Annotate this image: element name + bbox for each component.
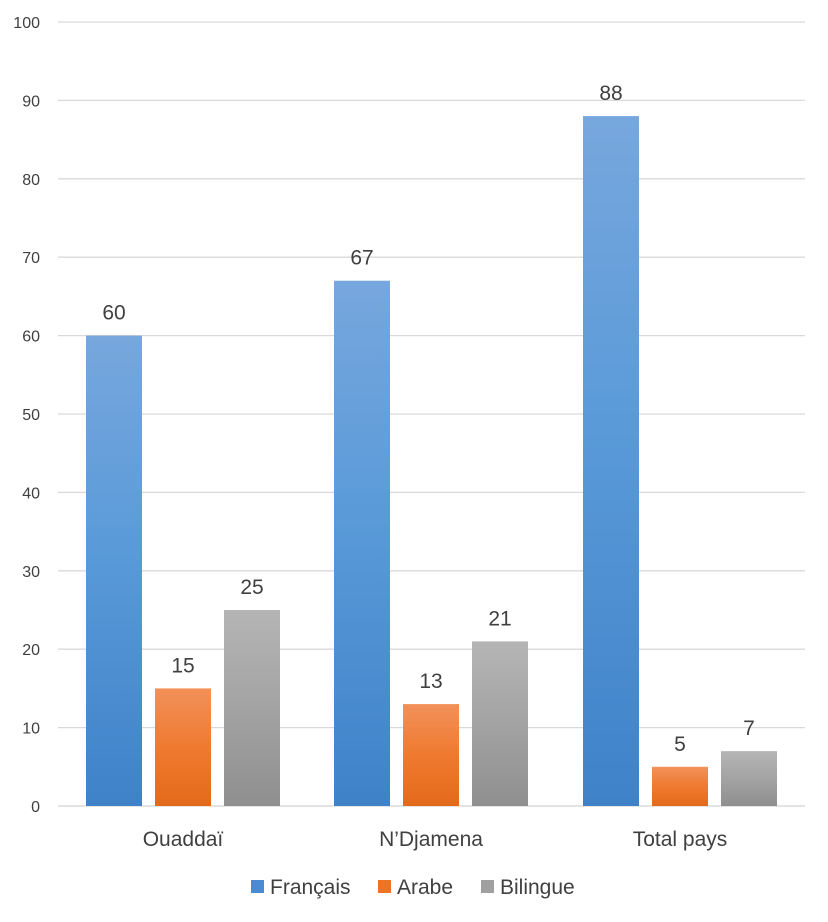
legend-item-1: Arabe [378, 876, 453, 899]
legend-swatch-1 [378, 880, 391, 893]
legend-item-2: Bilingue [481, 876, 575, 899]
y-tick-label: 60 [22, 329, 40, 346]
data-label-1-1: 13 [419, 670, 442, 693]
data-label-0-1: 67 [350, 247, 373, 270]
y-tick-label: 70 [22, 250, 40, 267]
data-label-2-2: 7 [743, 717, 755, 740]
y-tick-label: 50 [22, 407, 40, 424]
legend-label-2: Bilingue [500, 876, 575, 899]
data-labels: 60 67 88 15 13 5 25 21 7 [102, 82, 755, 756]
bar-0-0 [86, 335, 142, 806]
legend-label-1: Arabe [397, 876, 453, 899]
legend: Français Arabe Bilingue [251, 876, 575, 899]
bar-2-0 [224, 610, 280, 806]
data-label-0-0: 60 [102, 302, 125, 325]
y-tick-label: 40 [22, 485, 40, 502]
y-tick-label: 0 [31, 799, 40, 816]
x-category-label: Ouaddaï [143, 828, 224, 851]
y-tick-label: 100 [13, 15, 40, 32]
legend-swatch-0 [251, 880, 264, 893]
data-label-1-0: 15 [171, 654, 194, 677]
bar-1-2 [652, 766, 708, 806]
y-tick-label: 90 [22, 93, 40, 110]
bar-1-0 [155, 688, 211, 806]
data-label-0-2: 88 [599, 82, 622, 105]
x-category-label: Total pays [633, 828, 728, 851]
bar-2-2 [721, 751, 777, 806]
data-label-1-2: 5 [674, 733, 686, 756]
y-tick-label: 30 [22, 564, 40, 581]
x-axis-categories: Ouaddaï N’Djamena Total pays [143, 828, 728, 851]
y-tick-label: 80 [22, 172, 40, 189]
legend-swatch-2 [481, 880, 494, 893]
x-category-label: N’Djamena [379, 828, 483, 851]
bar-0-2 [583, 116, 639, 806]
bar-0-1 [334, 280, 390, 807]
bars [86, 116, 777, 807]
y-tick-label: 20 [22, 642, 40, 659]
data-label-2-0: 25 [240, 576, 263, 599]
bar-1-1 [403, 704, 459, 806]
y-tick-label: 10 [22, 721, 40, 738]
data-label-2-1: 21 [488, 607, 511, 630]
bar-2-1 [472, 641, 528, 806]
legend-label-0: Français [270, 876, 351, 899]
y-axis-ticks: 0 10 20 30 40 50 60 70 80 90 100 [13, 15, 40, 816]
legend-item-0: Français [251, 876, 351, 899]
